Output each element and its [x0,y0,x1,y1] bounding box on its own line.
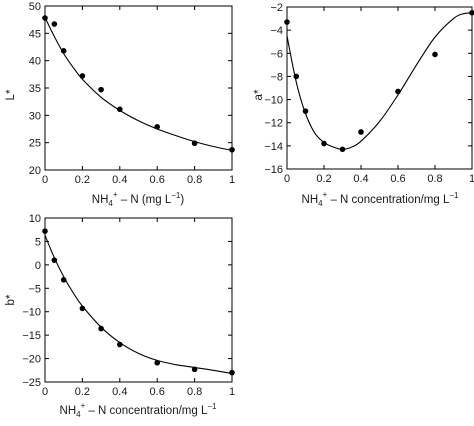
plot-frame-L [44,5,233,171]
x-tick-label-b-0: 0 [42,386,48,398]
y-tick-label-a-7: −2 [270,2,283,14]
y-tick-label-L-6: 50 [29,1,41,13]
data-point-L-6 [154,124,160,130]
data-point-a-1 [293,73,300,80]
x-axis-label-a: NH4+ – N concentration/mg L−1 [302,190,460,208]
y-tick-label-b-5: 0 [35,260,41,272]
plot-frame-a [286,6,473,170]
y-tick-label-L-5: 45 [29,28,41,40]
y-tick-label-L-1: 25 [29,138,41,150]
x-tick-label-b-2: 0.4 [112,386,127,398]
x-tick-label-b-4: 0.8 [187,386,202,398]
data-point-b-2 [60,277,67,283]
data-point-L-7 [191,140,198,147]
x-tick-label-L-1: 0.2 [75,174,90,186]
x-tick-label-b-5: 1 [229,386,235,398]
y-tick-label-a-5: −6 [270,48,283,60]
x-tick-label-b-3: 0.6 [150,386,165,398]
data-point-b-7 [191,366,198,373]
y-tick-label-L-2: 30 [29,110,41,122]
y-tick-label-b-3: −10 [22,307,41,319]
y-tick-label-L-0: 20 [29,165,41,177]
data-point-L-1 [51,21,58,27]
y-tick-label-a-3: −10 [264,95,283,107]
x-tick-label-a-3: 0.6 [390,173,405,185]
y-tick-label-b-1: −20 [22,354,41,366]
y-axis-label-L: L* [5,89,17,100]
x-tick-label-a-0: 0 [284,173,290,185]
data-point-b-3 [79,305,86,312]
x-tick-label-L-4: 0.8 [187,174,202,186]
y-tick-label-L-4: 40 [29,56,41,68]
data-point-a-4 [339,146,346,153]
y-tick-label-b-6: 5 [35,236,41,248]
data-point-L-3 [79,73,86,79]
y-tick-label-b-7: 10 [29,213,41,225]
data-point-b-1 [51,257,58,263]
data-point-L-2 [60,48,67,54]
panel-L-star: 0 0.2 0.4 0.6 0.8 1 20 25 30 35 40 45 50 L* NH4+ – N… [5,1,235,208]
x-tick-label-a-1: 0.2 [316,173,331,185]
y-tick-label-a-6: −4 [270,25,283,37]
y-tick-label-a-1: −14 [264,141,283,153]
x-tick-label-L-2: 0.4 [112,174,127,186]
data-point-a-2 [302,108,309,114]
y-tick-label-L-3: 35 [29,83,41,95]
fit-curve-L [44,17,233,151]
x-tick-label-L-5: 1 [229,174,235,186]
x-tick-label-L-3: 0.6 [150,174,165,186]
fit-curve-a [286,12,473,150]
y-tick-label-b-4: −5 [28,283,41,295]
data-point-a-3 [321,140,327,147]
x-tick-label-L-0: 0 [42,174,48,186]
data-point-a-6 [395,88,401,95]
data-point-b-6 [154,359,160,366]
data-point-b-5 [117,341,123,348]
data-point-L-4 [98,86,104,93]
y-tick-label-a-2: −12 [264,118,283,130]
y-tick-label-b-0: −25 [22,377,41,389]
x-tick-label-a-5: 1 [469,173,474,185]
y-tick-label-b-2: −15 [22,330,41,342]
x-tick-label-a-2: 0.4 [353,173,368,185]
x-axis-label-L: NH4+ – N (mg L−1) [92,190,185,208]
data-point-b-4 [98,325,104,332]
y-tick-label-a-4: −8 [270,71,283,83]
y-axis-label-a: a* [253,89,265,100]
data-point-a-7 [432,51,438,58]
y-tick-label-a-0: −16 [264,164,283,176]
x-axis-label-b: NH4+ – N concentration/mg L−1 [60,401,218,419]
fit-curve-b [44,235,233,375]
panel-b-star: 0 0.2 0.4 0.6 0.8 1 −25 −20 −15 −10 −5 0 5 10 b* NH4+… [5,213,235,419]
x-tick-label-a-4: 0.8 [427,173,442,185]
plot-frame-b [44,217,233,383]
data-point-a-5 [358,129,364,135]
y-axis-label-b: b* [5,294,17,305]
x-tick-label-b-1: 0.2 [75,386,90,398]
data-point-L-5 [117,106,123,113]
panel-a-star: 0 0.2 0.4 0.6 0.8 1 −16 −14 −12 −10 −8 −6 −4 −2 a* NH… [253,2,474,208]
